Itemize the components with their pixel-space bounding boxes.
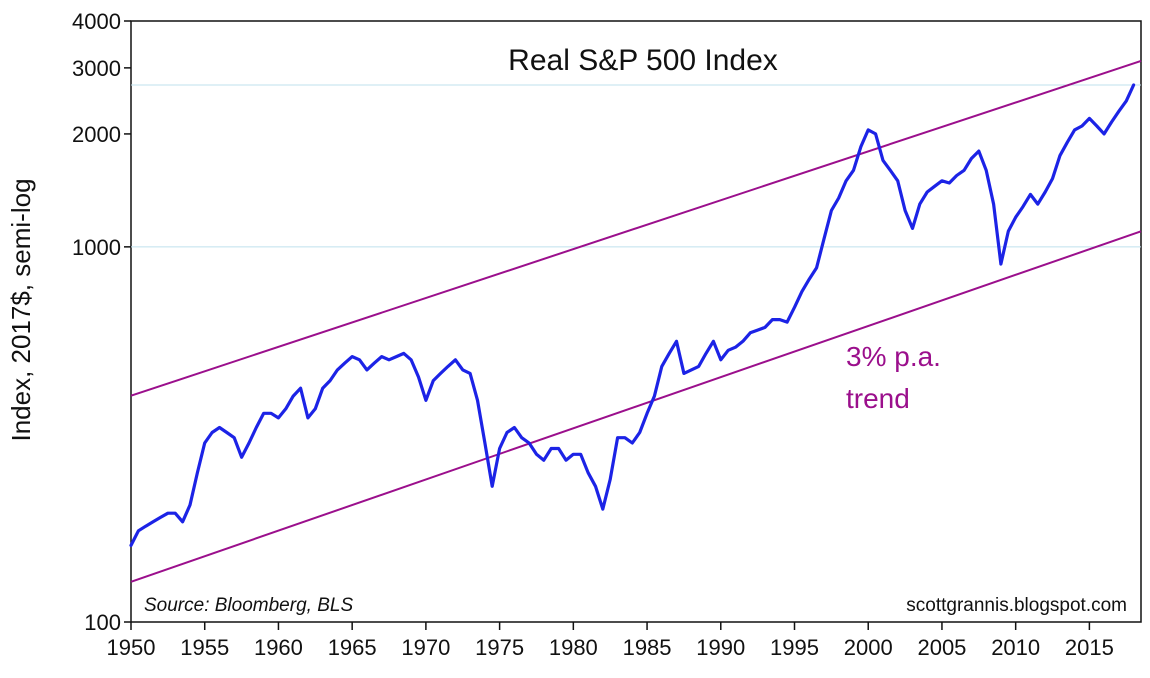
x-tick-label: 1950 [107,635,156,660]
x-tick-label: 1985 [623,635,672,660]
series-group [129,83,1136,547]
y-tick-label: 3000 [72,56,121,81]
series-line [129,83,1136,547]
x-axis: 1950 1955 1960 1965 1970 1975 1980 1985 1990 1995… [107,622,1114,660]
x-tick-label: 1995 [770,635,819,660]
credit-note: scottgrannis.blogspot.com [906,595,1127,616]
x-tick-label: 1955 [180,635,229,660]
y-axis: 100 1000 2000 3000 4000 [72,9,131,635]
x-tick-label: 2015 [1065,635,1114,660]
x-tick-label: 1990 [696,635,745,660]
y-tick-label: 1000 [72,235,121,260]
x-tick-label: 1975 [475,635,524,660]
y-tick-label: 2000 [72,122,121,147]
x-tick-label: 2005 [917,635,966,660]
source-note: Source: Bloomberg, BLS [144,595,353,616]
y-tick-label: 100 [84,610,121,635]
y-axis-label: Index, 2017$, semi-log [6,178,36,441]
gridlines [131,84,1141,248]
x-tick-label: 1960 [254,635,303,660]
trend-annotation-line1: 3% p.a. [846,341,941,372]
y-tick-label: 4000 [72,9,121,34]
plot-area [130,20,1142,623]
chart-title: Real S&P 500 Index [508,44,778,77]
x-tick-label: 2000 [844,635,893,660]
x-tick-label: 1965 [328,635,377,660]
trend-line-upper [130,60,1142,397]
x-tick-label: 1970 [401,635,450,660]
trend-lines [130,60,1142,583]
trend-line-lower [130,230,1142,583]
x-tick-label: 1980 [549,635,598,660]
x-tick-label: 2010 [991,635,1040,660]
trend-annotation-line2: trend [846,383,910,414]
